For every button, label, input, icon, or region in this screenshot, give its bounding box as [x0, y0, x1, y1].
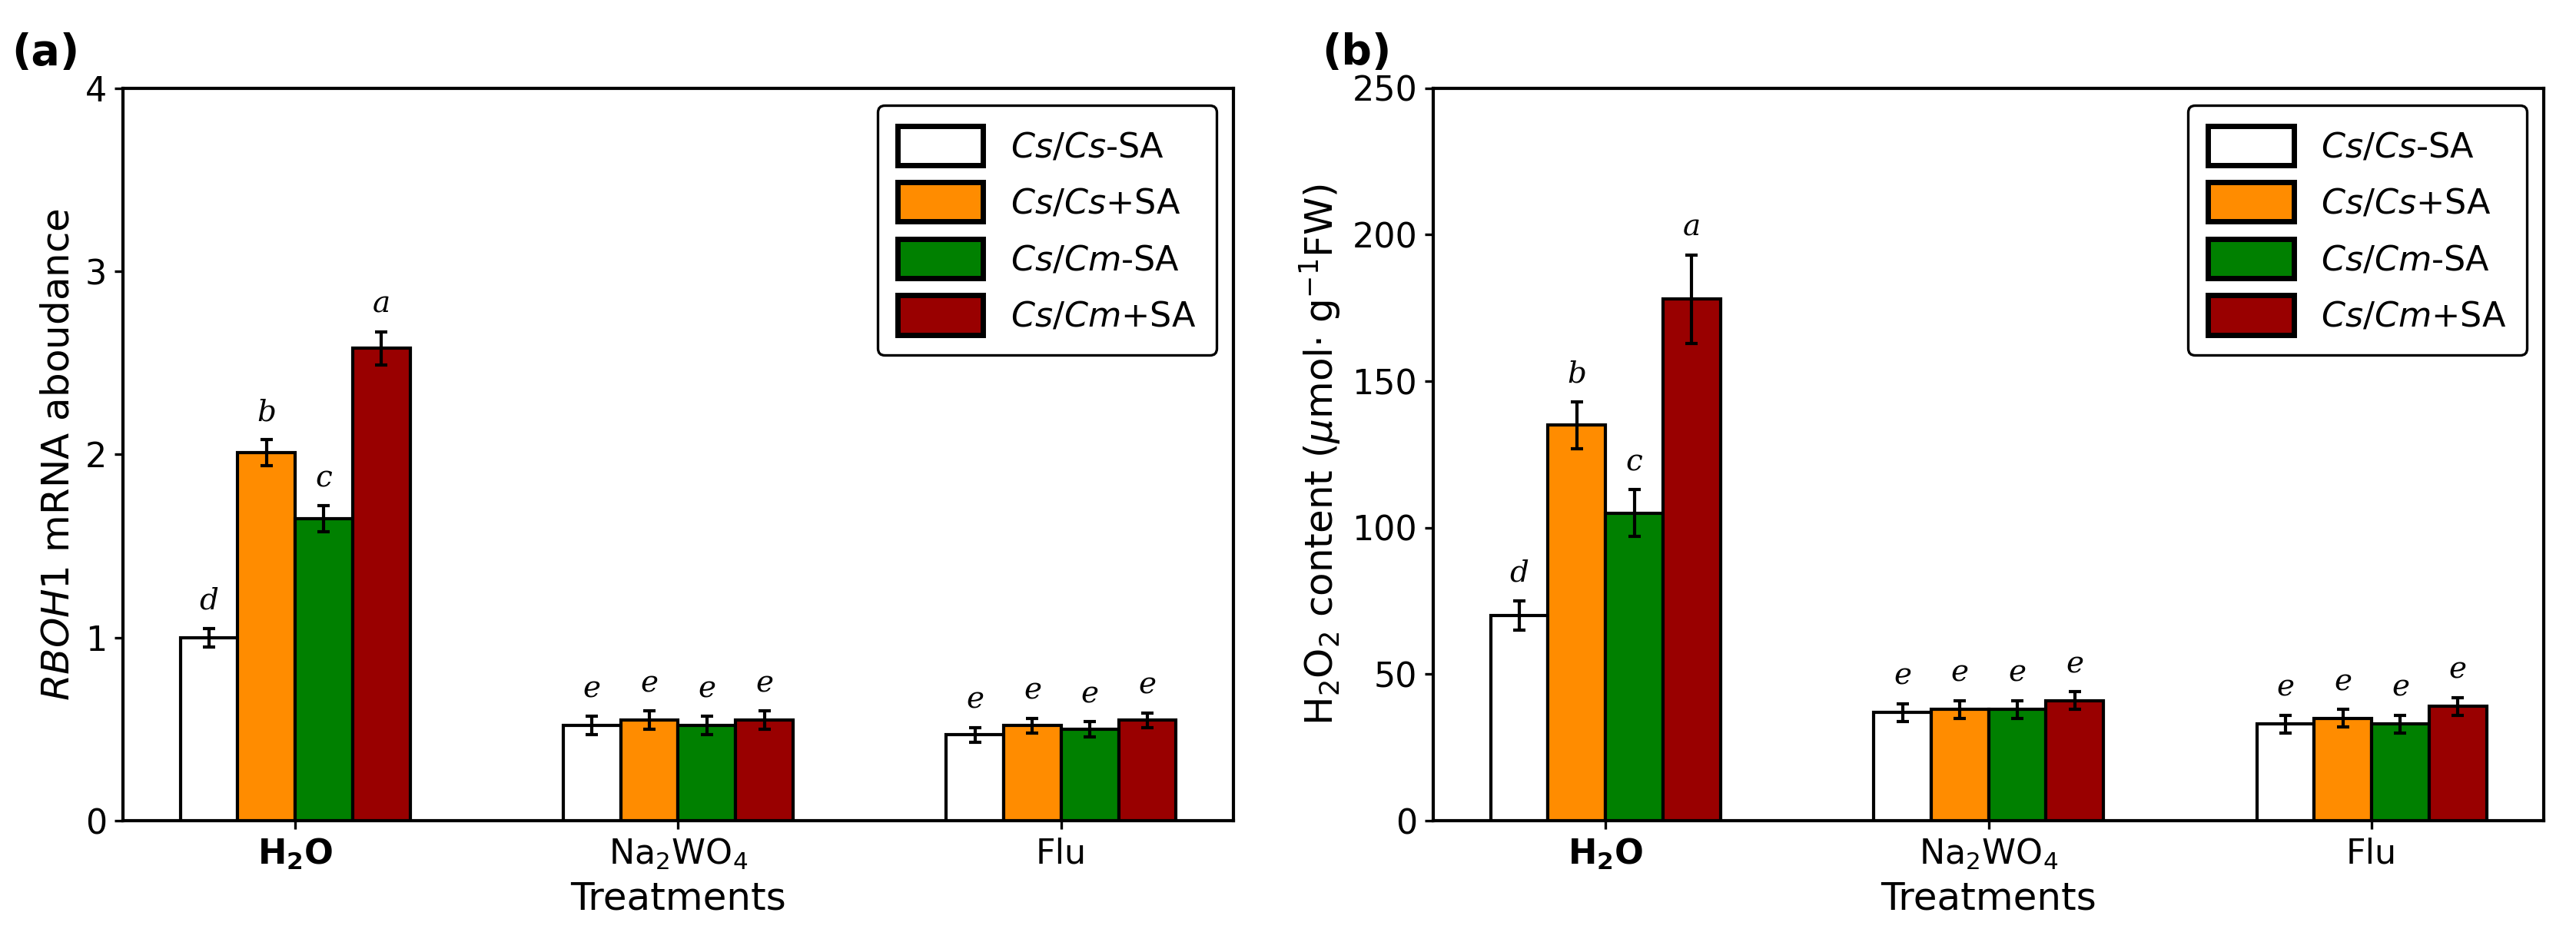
- Bar: [1492, 616, 1548, 821]
- X-axis label: Treatments: Treatments: [1880, 880, 2097, 917]
- Text: e: e: [582, 675, 600, 703]
- Text: e: e: [1893, 662, 1911, 691]
- Bar: [1932, 710, 1989, 821]
- Text: e: e: [2277, 674, 2295, 702]
- Text: a: a: [374, 290, 389, 319]
- Bar: [296, 518, 353, 821]
- Bar: [945, 735, 1005, 821]
- Text: d: d: [198, 586, 219, 615]
- Text: e: e: [1950, 659, 1968, 687]
- Bar: [1005, 726, 1061, 821]
- Bar: [2257, 724, 2313, 821]
- Bar: [1605, 513, 1664, 821]
- Text: a: a: [1682, 214, 1700, 242]
- Text: b: b: [1566, 360, 1587, 388]
- Bar: [1061, 729, 1118, 821]
- Bar: [737, 720, 793, 821]
- Text: c: c: [1625, 448, 1643, 476]
- Bar: [1118, 720, 1177, 821]
- Text: e: e: [1023, 677, 1041, 705]
- Text: e: e: [2450, 656, 2468, 684]
- Bar: [180, 638, 237, 821]
- Text: e: e: [698, 675, 716, 703]
- Text: d: d: [1510, 559, 1530, 587]
- Text: (a): (a): [13, 32, 80, 73]
- Text: e: e: [2391, 674, 2409, 702]
- Y-axis label: $\mathit{RBOH1}$ mRNA aboudance: $\mathit{RBOH1}$ mRNA aboudance: [39, 208, 77, 700]
- Text: b: b: [258, 399, 276, 427]
- Text: (b): (b): [1321, 32, 1391, 73]
- Text: e: e: [755, 669, 773, 698]
- Text: e: e: [2066, 650, 2084, 679]
- Bar: [2045, 700, 2105, 821]
- Text: c: c: [314, 464, 332, 493]
- Bar: [237, 453, 296, 821]
- Bar: [1664, 299, 1721, 821]
- Text: e: e: [1082, 680, 1100, 709]
- Bar: [2313, 718, 2372, 821]
- X-axis label: Treatments: Treatments: [569, 880, 786, 917]
- Bar: [621, 720, 677, 821]
- Legend: $\mathit{Cs/Cs}$-SA, $\mathit{Cs/Cs}$+SA, $\mathit{Cs/Cm}$-SA, $\mathit{Cs/Cm}$+: $\mathit{Cs/Cs}$-SA, $\mathit{Cs/Cs}$+SA…: [2187, 105, 2527, 355]
- Text: e: e: [2009, 659, 2027, 687]
- Text: e: e: [2334, 668, 2352, 697]
- Text: e: e: [641, 669, 659, 698]
- Bar: [677, 726, 737, 821]
- Y-axis label: H$_2$O$_2$ content ($\mu$mol$\cdot$ g$^{-1}$FW): H$_2$O$_2$ content ($\mu$mol$\cdot$ g$^{…: [1298, 183, 1345, 725]
- Text: e: e: [966, 686, 984, 715]
- Bar: [353, 348, 410, 821]
- Bar: [1548, 425, 1605, 821]
- Text: e: e: [1139, 671, 1157, 699]
- Bar: [564, 726, 621, 821]
- Legend: $\mathit{Cs/Cs}$-SA, $\mathit{Cs/Cs}$+SA, $\mathit{Cs/Cm}$-SA, $\mathit{Cs/Cm}$+: $\mathit{Cs/Cs}$-SA, $\mathit{Cs/Cs}$+SA…: [878, 105, 1216, 355]
- Bar: [2372, 724, 2429, 821]
- Bar: [2429, 706, 2486, 821]
- Bar: [1873, 713, 1932, 821]
- Bar: [1989, 710, 2045, 821]
